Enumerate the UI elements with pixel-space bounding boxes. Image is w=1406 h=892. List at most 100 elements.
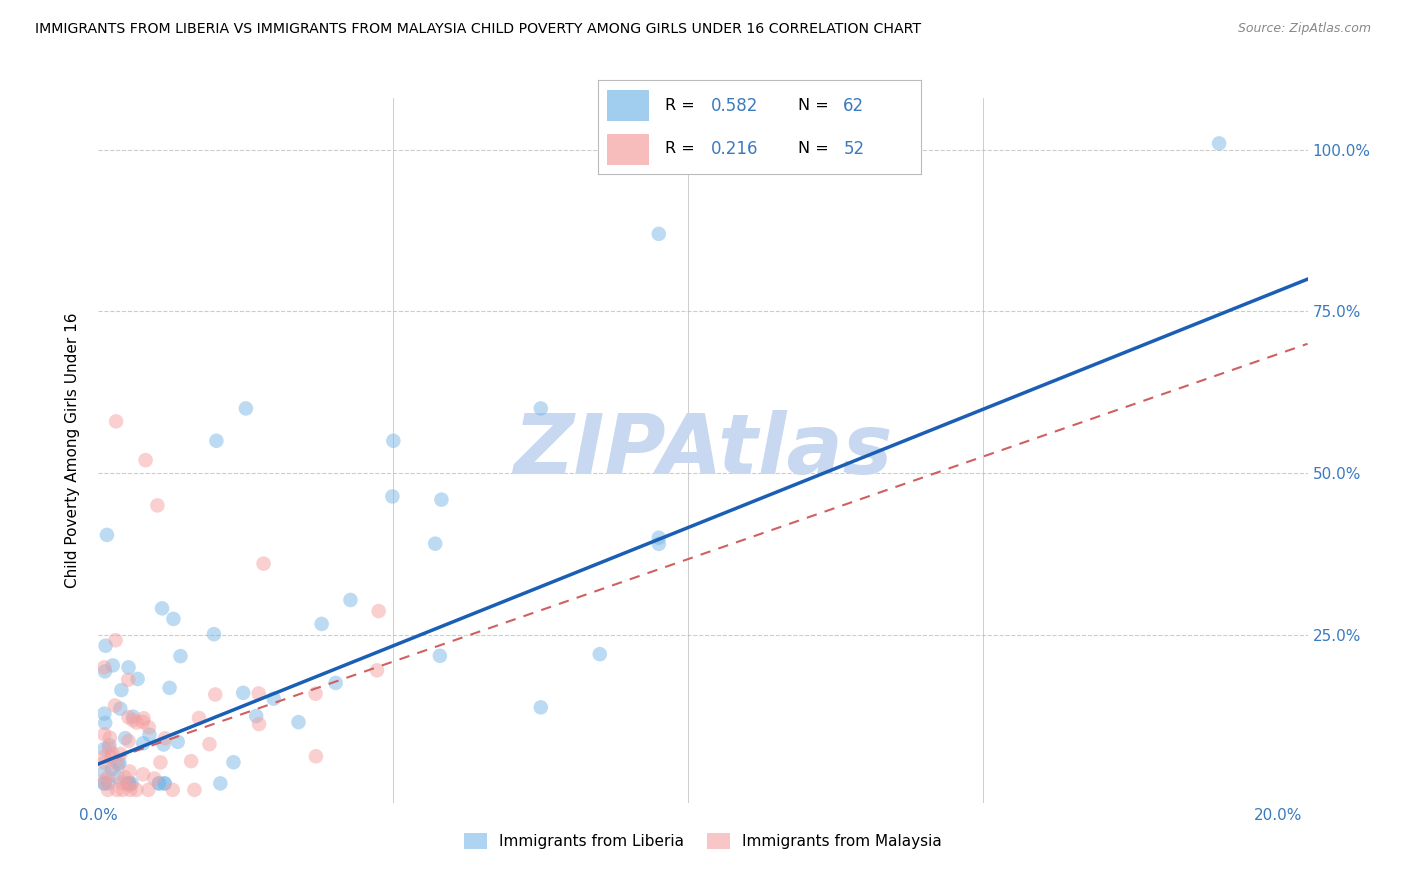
Point <box>366 664 388 678</box>
Point <box>118 776 141 790</box>
Point <box>114 731 136 746</box>
Point <box>235 401 257 416</box>
Point <box>153 776 176 790</box>
Point <box>97 740 120 755</box>
Point <box>183 783 205 797</box>
Point <box>429 648 451 663</box>
Point <box>93 765 115 780</box>
Point <box>159 681 181 695</box>
Point <box>198 737 221 751</box>
Point <box>188 711 211 725</box>
Point <box>247 686 270 700</box>
Point <box>96 528 118 542</box>
Point <box>94 639 117 653</box>
Point <box>101 658 124 673</box>
Y-axis label: Child Poverty Among Girls Under 16: Child Poverty Among Girls Under 16 <box>65 313 80 588</box>
Point <box>1208 136 1230 151</box>
Point <box>209 776 232 790</box>
Point <box>107 770 129 784</box>
Point <box>104 698 127 713</box>
Text: 52: 52 <box>844 140 865 158</box>
Point <box>107 757 129 772</box>
Point <box>105 414 128 428</box>
Bar <box>607 89 650 120</box>
Point <box>97 776 120 790</box>
Point <box>204 688 226 702</box>
Point <box>93 756 115 770</box>
Text: ZIPAtlas: ZIPAtlas <box>513 410 893 491</box>
Legend: Immigrants from Liberia, Immigrants from Malaysia: Immigrants from Liberia, Immigrants from… <box>458 827 948 855</box>
Point <box>648 537 671 551</box>
Point <box>245 709 267 723</box>
Point <box>117 710 139 724</box>
Point <box>367 604 389 618</box>
Point <box>122 713 145 727</box>
Point <box>162 612 184 626</box>
Point <box>138 720 160 734</box>
Point <box>108 756 131 770</box>
Point <box>111 783 134 797</box>
Point <box>146 499 169 513</box>
Point <box>138 728 160 742</box>
Point <box>110 701 132 715</box>
Point <box>325 676 347 690</box>
Point <box>530 700 553 714</box>
Text: R =: R = <box>665 98 700 113</box>
Point <box>110 747 132 761</box>
Bar <box>607 134 650 164</box>
Point <box>100 750 122 764</box>
Point <box>287 715 309 730</box>
Point <box>222 756 245 770</box>
Point <box>93 776 115 790</box>
Point <box>125 783 148 797</box>
Point <box>530 401 553 416</box>
Point <box>93 776 115 790</box>
Point <box>263 691 285 706</box>
Point <box>205 434 228 448</box>
Point <box>132 711 155 725</box>
Point <box>202 627 225 641</box>
Point <box>98 739 121 753</box>
Point <box>150 601 173 615</box>
Point <box>101 762 124 776</box>
Point <box>648 227 671 241</box>
Point <box>311 616 333 631</box>
Text: N =: N = <box>799 141 834 156</box>
Point <box>425 536 447 550</box>
Point <box>94 715 117 730</box>
Point <box>430 492 453 507</box>
Point <box>143 772 166 786</box>
Text: 62: 62 <box>844 96 865 114</box>
Text: 0.216: 0.216 <box>710 140 758 158</box>
Point <box>93 750 115 764</box>
Point <box>104 633 127 648</box>
Point <box>94 665 117 679</box>
Point <box>104 757 127 772</box>
Point <box>93 727 115 741</box>
Point <box>122 709 145 723</box>
Text: 0.582: 0.582 <box>710 96 758 114</box>
Point <box>305 749 328 764</box>
Text: N =: N = <box>799 98 834 113</box>
Point <box>110 683 132 698</box>
Point <box>138 783 160 797</box>
Point <box>382 434 405 448</box>
Point <box>121 776 143 790</box>
Text: Source: ZipAtlas.com: Source: ZipAtlas.com <box>1237 22 1371 36</box>
Point <box>118 778 141 792</box>
Point <box>125 715 148 730</box>
Point <box>180 754 202 768</box>
Point <box>153 776 176 790</box>
Point <box>381 490 404 504</box>
Point <box>127 672 149 686</box>
Point <box>110 775 132 789</box>
Point <box>247 717 270 731</box>
Point <box>117 660 139 674</box>
Point <box>589 647 612 661</box>
Point <box>97 770 120 784</box>
Point <box>114 770 136 784</box>
Point <box>339 593 361 607</box>
Point <box>93 773 115 788</box>
Point <box>304 687 326 701</box>
Point <box>117 776 139 790</box>
